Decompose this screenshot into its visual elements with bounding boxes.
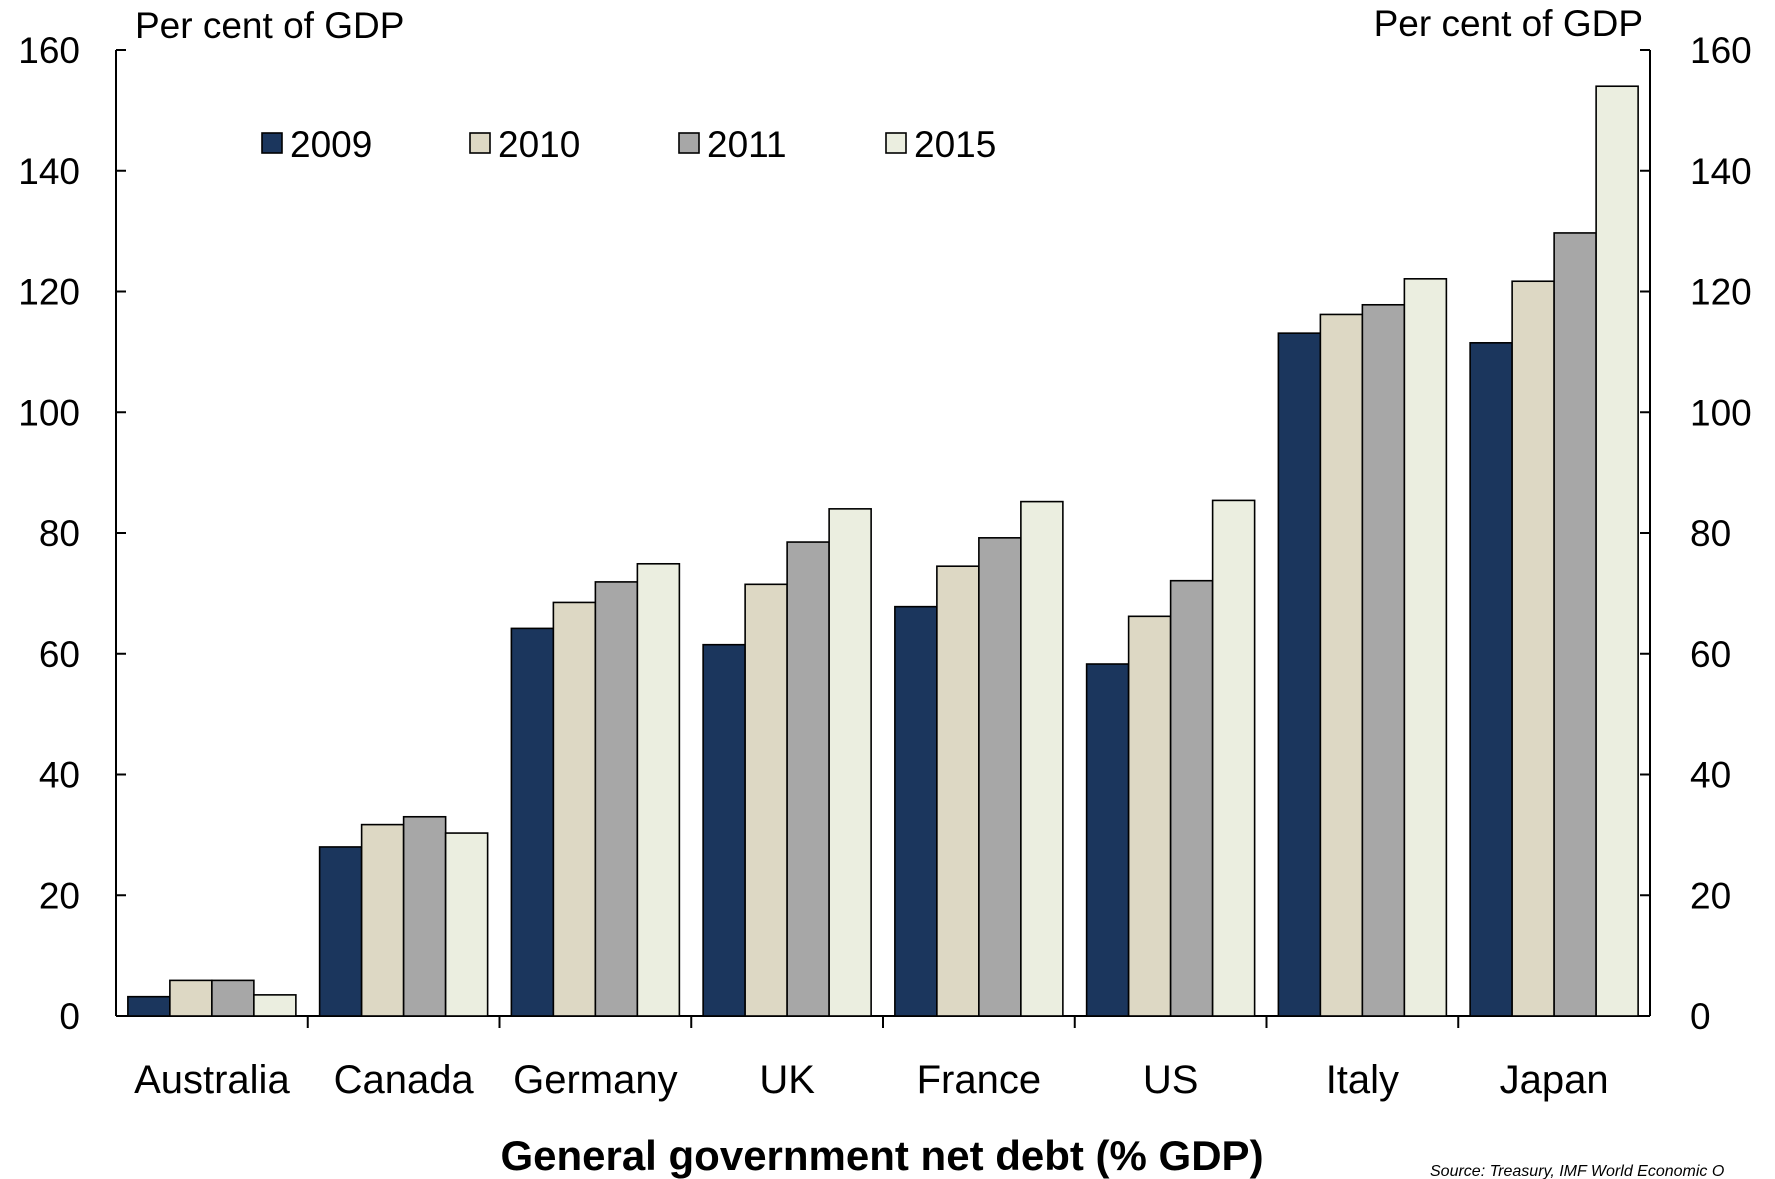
bar-canada-2015 <box>444 832 489 1017</box>
axes-layer: 0 0 20 20 40 40 60 60 80 80 100 100 120 120 140 140 160 1… <box>18 30 1751 1102</box>
legend-label-2010: 2010 <box>498 124 580 165</box>
bar-italy-2010 <box>1319 313 1364 1017</box>
left-tick-label: 0 <box>59 996 80 1037</box>
right-tick-label: 140 <box>1690 151 1752 192</box>
category-label: Germany <box>513 1058 678 1102</box>
right-tick-label: 120 <box>1690 272 1752 313</box>
source-note: Source: Treasury, IMF World Economic O <box>1430 1163 1724 1179</box>
bar-japan-2015 <box>1595 85 1639 1017</box>
left-tick-label: 80 <box>39 513 80 554</box>
legend-label-2015: 2015 <box>914 124 996 165</box>
right-tick-label: 60 <box>1690 634 1731 675</box>
bar-france-2011 <box>978 537 1022 1017</box>
bar-italy-2009 <box>1277 332 1322 1017</box>
category-label: UK <box>759 1058 815 1102</box>
bar-italy-2011 <box>1361 303 1406 1017</box>
legend-swatch-2010 <box>469 132 491 154</box>
bars-layer <box>127 85 1639 1017</box>
bar-australia-2010 <box>169 979 213 1017</box>
bar-us-2010 <box>1127 615 1172 1017</box>
right-tick-label: 0 <box>1690 996 1711 1037</box>
bar-japan-2011 <box>1553 232 1597 1017</box>
bar-germany-2015 <box>636 562 681 1017</box>
bar-germany-2011 <box>594 581 639 1017</box>
legend-swatch-2015 <box>885 132 907 154</box>
left-tick-label: 60 <box>39 634 80 675</box>
legend-swatch-2011 <box>678 132 700 154</box>
right-tick-label: 80 <box>1690 513 1731 554</box>
bar-canada-2010 <box>360 823 405 1017</box>
right-tick-label: 20 <box>1690 875 1731 916</box>
legend-swatch-2009 <box>261 132 283 154</box>
legend-label-2011: 2011 <box>707 124 787 165</box>
bar-japan-2010 <box>1511 280 1555 1017</box>
bar-us-2015 <box>1211 499 1256 1017</box>
category-label: France <box>917 1058 1042 1102</box>
bar-japan-2009 <box>1469 342 1513 1017</box>
bar-australia-2009 <box>127 995 171 1017</box>
bar-germany-2010 <box>552 601 597 1017</box>
bar-uk-2015 <box>828 508 872 1017</box>
bar-uk-2011 <box>786 541 830 1017</box>
left-tick-label: 20 <box>39 875 80 916</box>
bar-australia-2011 <box>211 979 255 1017</box>
right-tick-label: 100 <box>1690 392 1752 433</box>
bar-france-2015 <box>1020 500 1064 1017</box>
bar-france-2010 <box>936 565 980 1017</box>
bar-canada-2009 <box>318 846 363 1017</box>
legend-label-2009: 2009 <box>290 124 372 165</box>
category-label: Australia <box>134 1058 290 1102</box>
right-axis-unit-label: Per cent of GDP <box>1374 3 1643 44</box>
bar-italy-2015 <box>1403 278 1448 1017</box>
left-tick-label: 120 <box>18 272 80 313</box>
bar-canada-2011 <box>402 815 447 1017</box>
x-axis-title: General government net debt (% GDP) <box>500 1132 1263 1179</box>
bar-us-2011 <box>1169 579 1214 1017</box>
bar-australia-2015 <box>253 994 297 1017</box>
left-tick-label: 160 <box>18 30 80 71</box>
right-tick-label: 40 <box>1690 755 1731 796</box>
category-label: US <box>1143 1058 1199 1102</box>
bar-uk-2009 <box>702 643 746 1017</box>
left-tick-label: 100 <box>18 392 80 433</box>
left-axis-unit-label: Per cent of GDP <box>135 5 404 46</box>
bar-us-2009 <box>1085 663 1130 1017</box>
bar-france-2009 <box>894 605 938 1017</box>
right-tick-label: 160 <box>1690 30 1752 71</box>
left-tick-label: 140 <box>18 151 80 192</box>
category-label: Italy <box>1326 1058 1399 1102</box>
bar-uk-2010 <box>744 583 788 1017</box>
bar-germany-2009 <box>510 627 555 1017</box>
legend: 2009 2010 2011 2015 <box>261 124 996 165</box>
category-label: Canada <box>334 1058 475 1102</box>
category-label: Japan <box>1500 1058 1609 1102</box>
left-tick-label: 40 <box>39 755 80 796</box>
